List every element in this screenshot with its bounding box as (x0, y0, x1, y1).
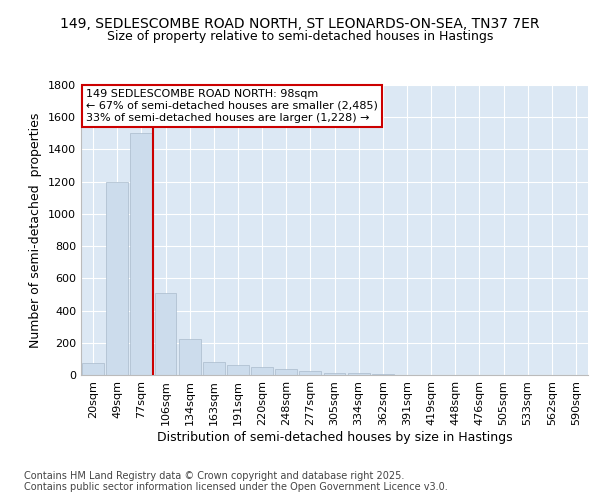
X-axis label: Distribution of semi-detached houses by size in Hastings: Distribution of semi-detached houses by … (157, 430, 512, 444)
Bar (155, 293, 176, 375)
Bar (275, 368, 297, 375)
Text: Size of property relative to semi-detached houses in Hastings: Size of property relative to semi-detach… (107, 30, 493, 43)
Y-axis label: Number of semi-detached  properties: Number of semi-detached properties (29, 112, 43, 348)
Bar (348, 374, 370, 375)
Bar (130, 134, 152, 375)
Bar (372, 374, 394, 375)
Bar (82, 363, 104, 375)
Text: Contains HM Land Registry data © Crown copyright and database right 2025.
Contai: Contains HM Land Registry data © Crown c… (24, 471, 448, 492)
Bar (203, 362, 224, 375)
Text: 149 SEDLESCOMBE ROAD NORTH: 98sqm
← 67% of semi-detached houses are smaller (2,4: 149 SEDLESCOMBE ROAD NORTH: 98sqm ← 67% … (86, 90, 378, 122)
Text: 149, SEDLESCOMBE ROAD NORTH, ST LEONARDS-ON-SEA, TN37 7ER: 149, SEDLESCOMBE ROAD NORTH, ST LEONARDS… (60, 18, 540, 32)
Bar (106, 182, 128, 375)
Bar (323, 372, 346, 375)
Bar (179, 339, 200, 375)
Bar (299, 371, 321, 375)
Bar (227, 364, 249, 375)
Bar (251, 367, 273, 375)
